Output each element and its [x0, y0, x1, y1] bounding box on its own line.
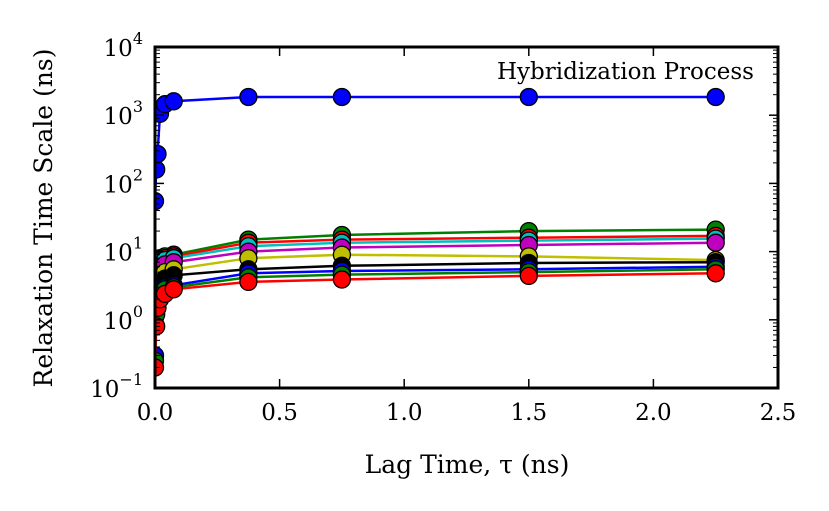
y-tick-label: 103: [104, 97, 143, 130]
series-10-point: [164, 280, 183, 299]
series-1-point: [706, 87, 725, 107]
series-1-point: [155, 191, 165, 211]
plot-frame: [153, 45, 780, 390]
series-1-line: [155, 95, 716, 202]
series-10-point: [332, 270, 352, 289]
series-1-point: [332, 87, 352, 107]
x-axis-label: Lag Time, τ (ns): [365, 450, 570, 479]
series-7: [155, 253, 725, 317]
y-tick-label: 104: [104, 29, 143, 62]
series-10-line: [155, 272, 716, 368]
series-1: [155, 87, 725, 211]
series-10: [155, 264, 725, 377]
series-10-point: [706, 264, 725, 283]
series-5-point: [706, 233, 725, 252]
series-1-point: [519, 87, 538, 107]
series-10-point: [239, 272, 258, 292]
x-tick-label: 2.0: [635, 400, 672, 426]
chart-marks: [155, 87, 725, 377]
y-tick-label: 102: [104, 165, 143, 198]
y-tick-label: 10−1: [90, 370, 143, 403]
series-10-point: [519, 266, 538, 286]
y-axis-label: Relaxation Time Scale (ns): [29, 49, 58, 388]
series-1-point: [239, 87, 258, 107]
axis-ticks: 0.0 0.5 1.0 1.5 2.0 2.5 10−1 100 101 102 103 104: [90, 29, 796, 426]
series-1-point: [155, 144, 167, 164]
y-tick-label: 100: [104, 302, 143, 335]
x-tick-label: 1.0: [386, 400, 423, 426]
x-tick-label: 0.0: [137, 400, 174, 426]
series-8-line: [155, 265, 716, 356]
x-tick-label: 2.5: [760, 400, 797, 426]
x-tick-label: 0.5: [261, 400, 298, 426]
y-tick-label: 101: [104, 234, 143, 267]
series-1-point: [164, 92, 183, 111]
hybridization-annotation: Hybridization Process: [497, 59, 754, 85]
x-tick-label: 1.5: [511, 400, 548, 426]
